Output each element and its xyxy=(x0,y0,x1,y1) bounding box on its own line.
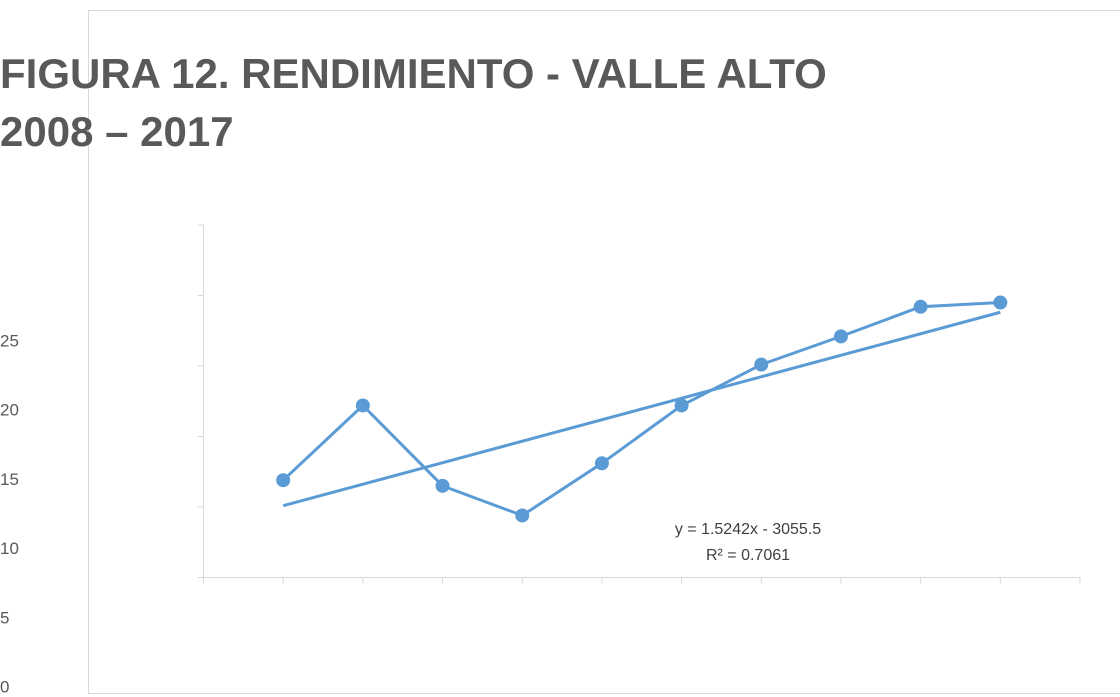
point xyxy=(515,508,530,523)
y-tick-label: 10 xyxy=(0,539,19,558)
y-tick-label: 20 xyxy=(0,401,19,420)
chart-title: FIGURA 12. RENDIMIENTO - VALLE ALTO xyxy=(0,50,827,97)
trend-equation: y = 1.5242x - 3055.5 xyxy=(675,521,821,538)
point xyxy=(754,357,769,372)
y-tick-label: 25 xyxy=(0,331,19,350)
point xyxy=(594,456,609,471)
point xyxy=(674,398,689,413)
series-line xyxy=(282,301,1001,518)
point xyxy=(435,478,450,493)
point xyxy=(913,299,928,314)
chart-title: 2008 – 2017 xyxy=(0,108,234,155)
trend-r2: R² = 0.7061 xyxy=(706,547,790,564)
point xyxy=(276,473,291,488)
y-tick-label: 15 xyxy=(0,470,19,489)
point xyxy=(833,329,848,344)
y-tick-label: 0 xyxy=(0,677,9,696)
trendline xyxy=(282,310,1001,508)
point xyxy=(355,398,370,413)
point xyxy=(993,295,1008,310)
frame xyxy=(88,10,1120,694)
y-tick-label: 5 xyxy=(0,608,9,627)
